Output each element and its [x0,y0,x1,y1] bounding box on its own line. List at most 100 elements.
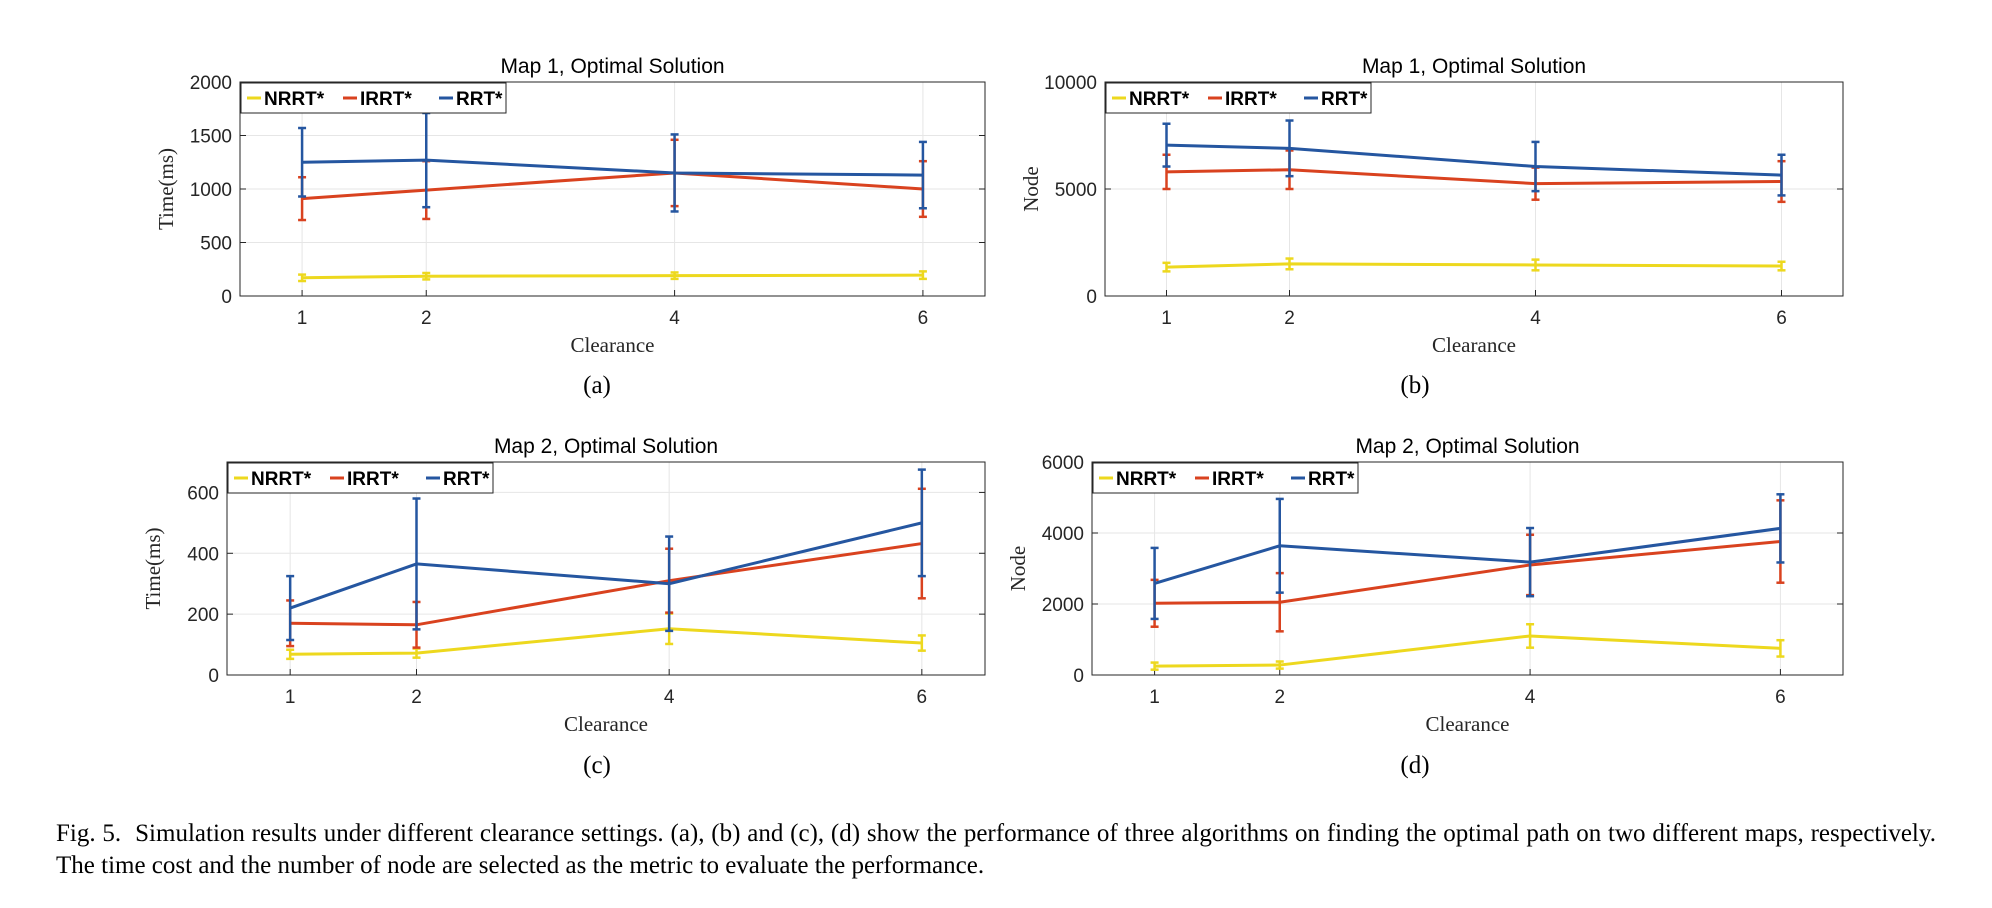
legend-entry: NRRT* [264,89,325,110]
x-tick-label: 2 [1284,308,1295,329]
legend-entry: NRRT* [1129,89,1190,110]
y-axis-label: Time(ms) [141,527,165,609]
legend-entry: IRRT* [360,89,412,110]
x-axis-label: Clearance [571,333,655,357]
y-tick-label: 2000 [190,73,232,94]
y-axis-label: Node [1006,546,1030,592]
chart-title: Map 1, Optimal Solution [500,55,724,78]
chart-title: Map 1, Optimal Solution [1362,55,1586,78]
chart-a: 0 500 1000 1500 2000 1 2 4 6 Map 1, Optimal Solut… [154,55,986,357]
x-tick-label: 2 [411,687,422,708]
series-nrrt-star [286,612,926,661]
series-irrt-star [1162,149,1786,204]
series-line [1154,634,1781,668]
series-line [301,171,924,201]
chart-title: Map 2, Optimal Solution [494,435,718,458]
y-tick-label: 200 [187,605,219,626]
series-line [1154,526,1781,585]
x-tick-label: 4 [664,687,675,708]
legend-box [1105,82,1372,114]
series-line [290,542,923,627]
chart-title: Map 2, Optimal Solution [1355,435,1579,458]
series-irrt-star [1150,499,1785,633]
y-tick-label: 1500 [190,127,232,148]
sublabel-b: (b) [1400,372,1430,399]
x-tick-label: 2 [421,308,432,329]
legend: NRRT* IRRT* RRT* [1105,82,1372,114]
series-line [1166,168,1782,186]
caption-figure-number: Fig. 5. [56,820,122,847]
series-line [1166,143,1782,177]
caption-text: Simulation results under different clear… [56,820,1936,879]
x-tick-label: 1 [1149,687,1160,708]
series-nrrt-star [1150,622,1785,671]
legend-entry: IRRT* [1212,469,1264,490]
x-tick-label: 2 [1274,687,1285,708]
x-tick-label: 1 [1161,308,1172,329]
y-tick-label: 10000 [1044,73,1097,94]
series-irrt-star [286,487,926,649]
legend: NRRT* IRRT* RRT* [227,462,494,494]
legend-entry: RRT* [456,89,503,110]
x-tick-label: 4 [1530,308,1541,329]
legend-entry: IRRT* [1225,89,1277,110]
x-tick-label: 6 [1776,308,1787,329]
legend-entry: RRT* [443,469,490,490]
series-rrt-star [1150,493,1785,621]
y-tick-label: 600 [187,483,219,504]
legend-box [1092,462,1359,494]
series-line [302,273,923,280]
chart-c: 0 200 400 600 1 2 4 6 Map 2, Optimal Solution Cle… [141,435,986,736]
series-irrt-star [298,138,927,222]
legend-entry: NRRT* [251,469,312,490]
legend-entry: NRRT* [1116,469,1177,490]
x-axis-label: Clearance [1426,712,1510,736]
x-tick-label: 1 [297,308,308,329]
x-tick-label: 1 [285,687,296,708]
series-line [1166,262,1782,269]
figure-caption: Fig. 5. Simulation results under differen… [56,818,1936,882]
y-tick-label: 400 [187,544,219,565]
y-tick-label: 2000 [1042,595,1084,616]
chart-b: 0 5000 10000 1 2 4 6 Map 1, Optimal Solution Cle… [1019,55,1844,357]
y-axis-label: Time(ms) [154,148,178,230]
x-tick-label: 6 [918,308,929,329]
series-rrt-star [286,468,926,642]
x-tick-label: 6 [1775,687,1786,708]
sublabel-c: (c) [583,752,611,779]
series-line [289,521,923,610]
sublabel-a: (a) [583,372,611,399]
series-nrrt-star [298,270,927,283]
legend-entry: RRT* [1308,469,1355,490]
legend-entry: IRRT* [347,469,399,490]
x-tick-label: 4 [669,308,680,329]
plot-area-frame [226,461,986,676]
x-tick-label: 4 [1525,687,1536,708]
series-rrt-star [1162,119,1786,197]
series-line [1154,540,1781,605]
x-tick-label: 6 [917,687,928,708]
y-axis-label: Node [1019,166,1043,212]
sublabel-d: (d) [1400,752,1430,779]
x-axis-label: Clearance [1432,333,1516,357]
y-tick-label: 0 [221,287,232,308]
legend-entry: RRT* [1321,89,1368,110]
y-tick-label: 4000 [1042,524,1084,545]
legend-box [227,462,494,494]
y-tick-label: 1000 [190,180,232,201]
series-rrt-star [298,111,927,213]
y-tick-label: 5000 [1055,180,1097,201]
x-axis-label: Clearance [564,712,648,736]
chart-d: 0 2000 4000 6000 1 2 4 6 Map 2, Optimal Solution… [1006,435,1844,736]
series-line [302,158,923,177]
y-tick-label: 0 [1073,666,1084,687]
y-tick-label: 0 [1086,287,1097,308]
legend: NRRT* IRRT* RRT* [240,82,507,114]
y-tick-label: 0 [208,666,219,687]
series-line [290,627,922,656]
y-tick-label: 500 [200,234,232,255]
plot-area-frame [1091,461,1844,676]
legend: NRRT* IRRT* RRT* [1092,462,1359,494]
series-nrrt-star [1162,257,1786,273]
